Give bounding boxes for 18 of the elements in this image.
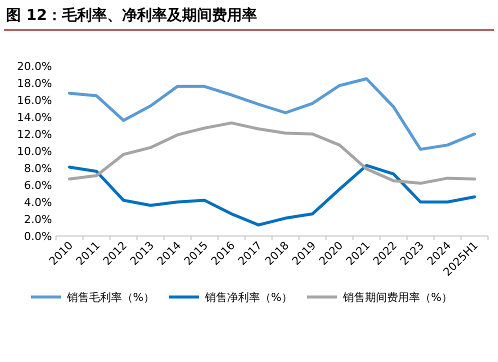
chart-title: 图 12：毛利率、净利率及期间费用率 <box>6 6 258 24</box>
y-tick-label: 10.0% <box>17 145 52 158</box>
line-series <box>68 121 476 185</box>
y-tick-label: 2.0% <box>24 213 52 226</box>
y-tick-label: 6.0% <box>24 179 52 192</box>
y-tick-label: 8.0% <box>24 162 52 175</box>
legend-label: 销售净利率（%） <box>204 291 292 304</box>
legend-label: 销售期间费用率（%） <box>342 291 452 304</box>
y-tick-label: 16.0% <box>17 94 52 107</box>
line-series <box>68 164 476 226</box>
y-tick-label: 12.0% <box>17 128 52 141</box>
y-tick-label: 20.0% <box>17 60 52 73</box>
line-series <box>68 77 476 151</box>
y-tick-label: 4.0% <box>24 196 52 209</box>
y-tick-label: 14.0% <box>17 111 52 124</box>
y-tick-label: 18.0% <box>17 77 52 90</box>
y-tick-label: 0.0% <box>24 230 52 243</box>
legend-label: 销售毛利率（%） <box>66 291 154 304</box>
